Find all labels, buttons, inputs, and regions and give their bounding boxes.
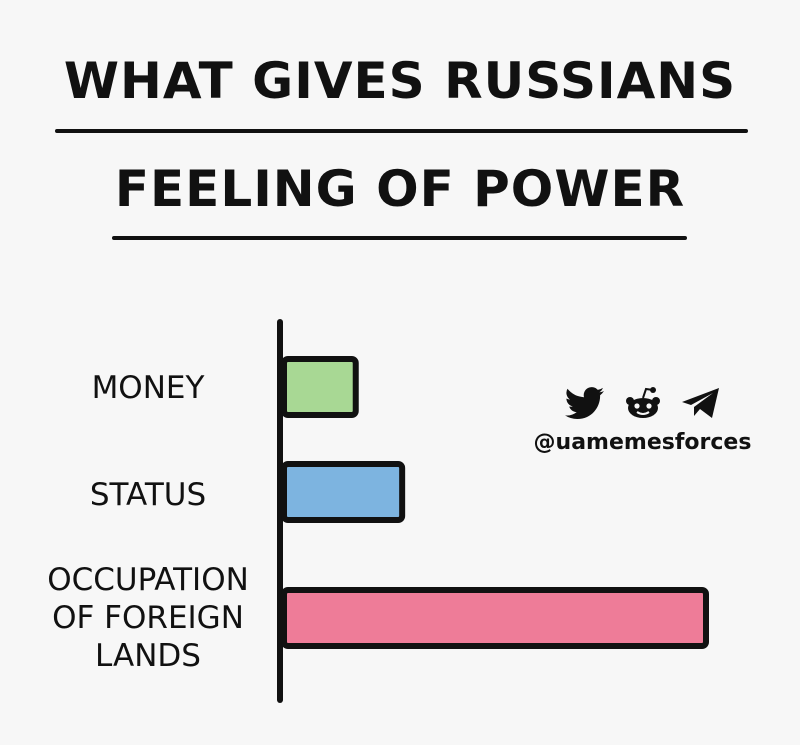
title-underline-1 xyxy=(55,129,748,133)
category-label-line: LANDS xyxy=(95,638,201,674)
bar-money xyxy=(281,356,359,418)
title-underline-2 xyxy=(112,236,687,240)
category-label-line: OCCUPATION xyxy=(47,562,249,598)
social-handle: @uamemesforces xyxy=(533,430,752,455)
telegram-icon xyxy=(681,388,719,418)
category-label-line: MONEY xyxy=(91,370,205,406)
category-label-1: MONEY xyxy=(28,369,268,407)
bar-chart xyxy=(277,319,709,703)
chart-title-line-1: WHAT GIVES RUSSIANS xyxy=(63,52,737,110)
bar-occupation-of-foreign-lands xyxy=(281,587,709,649)
bar-status xyxy=(281,461,406,523)
twitter-icon xyxy=(564,387,604,420)
chart-title-line-2: FEELING OF POWER xyxy=(114,160,686,218)
category-label-line: OF FOREIGN xyxy=(52,600,244,636)
category-label-line: STATUS xyxy=(89,477,207,513)
category-label-2: STATUS xyxy=(28,476,268,514)
category-label-3: OCCUPATION OF FOREIGN LANDS xyxy=(28,561,268,675)
reddit-icon xyxy=(625,387,660,418)
social-badge: @uamemesforces xyxy=(525,386,760,455)
